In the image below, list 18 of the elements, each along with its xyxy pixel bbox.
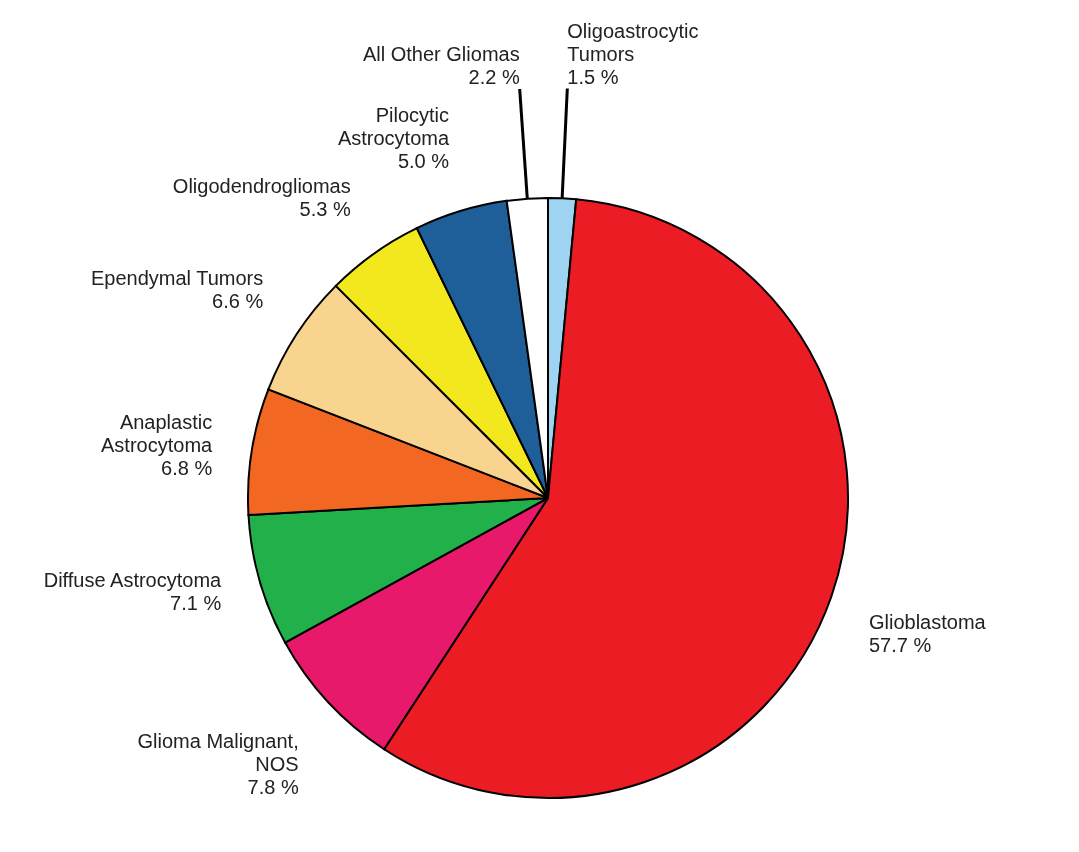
data-label: 6.6 %: [212, 289, 264, 312]
slice-label: Diffuse Astrocytoma: [43, 569, 223, 592]
slice-label: Ependymal Tumors: [90, 266, 264, 289]
slice-label: All Other Gliomas: [362, 43, 520, 66]
data-label: 57.7 %: [868, 633, 932, 656]
data-label: 1.5 %: [567, 65, 619, 88]
data-label: 7.1 %: [170, 592, 222, 615]
slice-label: Oligoastrocytic Tumors: [567, 19, 699, 65]
data-label: 5.3 %: [299, 198, 351, 221]
slice-label: Oligodendrogliomas: [172, 175, 351, 198]
slice-label: Glioblastoma: [868, 610, 987, 633]
slice-label: Anaplastic Astrocytoma: [101, 410, 214, 456]
data-label: 6.8 %: [161, 456, 213, 479]
slice-label: Pilocytic Astrocytoma: [337, 104, 450, 150]
data-label: 7.8 %: [247, 775, 299, 798]
slice-label: Glioma Malignant, NOS: [137, 729, 299, 775]
data-label: 5.0 %: [397, 150, 450, 173]
data-label: 2.2 %: [468, 66, 520, 89]
